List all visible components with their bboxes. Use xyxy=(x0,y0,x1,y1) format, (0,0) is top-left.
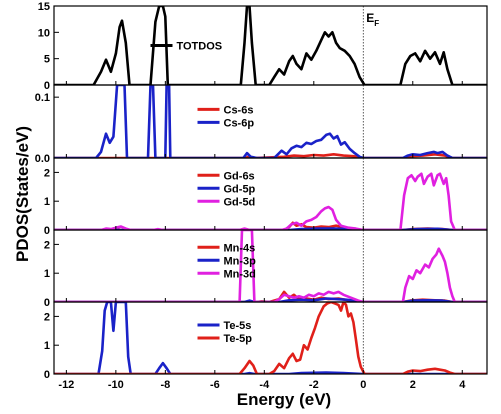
ytick-label-mn-2: 2 xyxy=(44,239,50,251)
frame-te xyxy=(53,301,488,375)
frame-mn xyxy=(53,229,488,303)
ytick-label-totdos-0: 0 xyxy=(44,80,50,92)
xtick-label-8: 4 xyxy=(459,379,466,391)
ytick-label-totdos-1: 5 xyxy=(44,54,50,66)
series-mn-1 xyxy=(54,297,487,302)
frame-totdos xyxy=(53,5,488,86)
fermi-label: E xyxy=(366,11,374,25)
legend-label-mn-0: Mn-4s xyxy=(224,242,256,254)
legend-label-te-1: Te-5p xyxy=(224,333,253,345)
ytick-label-gd-1: 1 xyxy=(44,196,50,208)
xtick-label-1: -10 xyxy=(108,379,124,391)
series-te-1 xyxy=(54,302,487,374)
legend-label-mn-1: Mn-3p xyxy=(224,255,257,267)
legend-label-te-0: Te-5s xyxy=(224,320,252,332)
ytick-label-te-2: 2 xyxy=(44,311,50,323)
xtick-label-6: 0 xyxy=(360,379,366,391)
ytick-label-mn-0: 0 xyxy=(44,297,50,309)
ytick-label-gd-0: 0 xyxy=(44,225,50,237)
ytick-label-gd-2: 2 xyxy=(44,167,50,179)
ytick-label-cs-0: 0.0 xyxy=(35,153,50,165)
ytick-label-te-1: 1 xyxy=(44,340,50,352)
xtick-label-7: 2 xyxy=(410,379,416,391)
xtick-label-2: -8 xyxy=(160,379,170,391)
frame-gd xyxy=(53,157,488,231)
y-axis-label: PDOS(States/eV) xyxy=(13,126,32,262)
legend-label-gd-0: Gd-6s xyxy=(224,170,255,182)
legend-totdos: TOTDOS xyxy=(150,41,222,53)
xtick-label-5: -2 xyxy=(309,379,319,391)
series-cs-1 xyxy=(54,85,487,158)
panel-totdos: 0 5 10 15 TOTDOS xyxy=(38,1,488,92)
ytick-label-totdos-3: 15 xyxy=(38,1,50,13)
frame-cs xyxy=(53,84,488,159)
ytick-label-mn-1: 1 xyxy=(44,268,50,280)
ytick-label-te-0: 0 xyxy=(44,369,50,381)
series-totdos-0 xyxy=(54,6,487,85)
series-gd-2 xyxy=(54,172,487,230)
legend-label-mn-2: Mn-3d xyxy=(224,268,256,280)
series-mn-2 xyxy=(54,230,487,302)
xtick-label-0: -12 xyxy=(58,379,74,391)
series-te-0 xyxy=(54,302,487,374)
legend-label-totdos-0: TOTDOS xyxy=(176,41,222,53)
legend-label-cs-0: Cs-6s xyxy=(224,104,254,116)
legend-label-cs-1: Cs-6p xyxy=(224,117,255,129)
xtick-label-4: -4 xyxy=(259,379,270,391)
legend-label-gd-2: Gd-5d xyxy=(224,196,256,208)
fermi-label-subscript: F xyxy=(374,19,379,28)
ytick-label-cs-1: 0.1 xyxy=(35,92,50,104)
ytick-label-totdos-2: 10 xyxy=(38,27,50,39)
x-axis-label: Energy (eV) xyxy=(237,390,331,409)
xtick-label-3: -6 xyxy=(210,379,220,391)
legend-label-gd-1: Gd-5p xyxy=(224,183,256,195)
